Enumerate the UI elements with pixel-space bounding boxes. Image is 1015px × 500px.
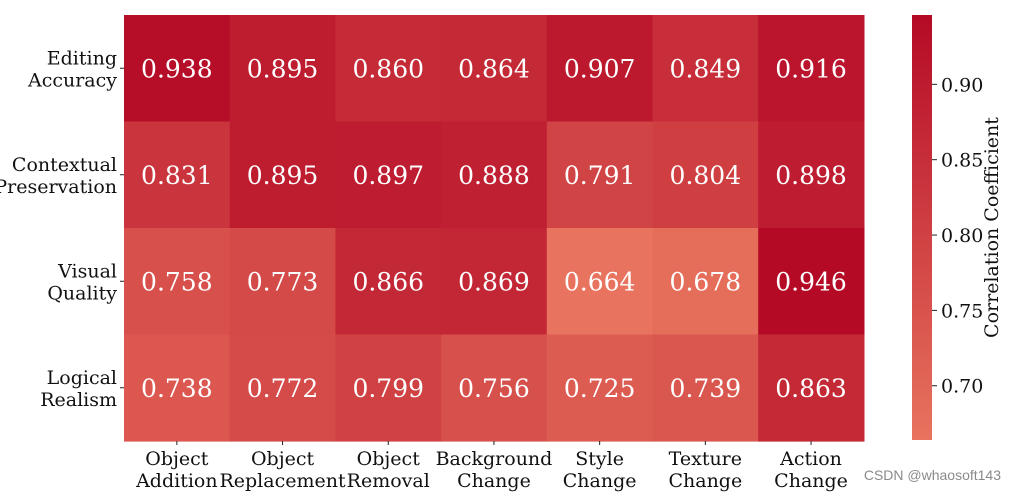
heatmap-cell <box>229 334 336 442</box>
heatmap-cell <box>229 121 336 229</box>
watermark: CSDN @whaosoft143 <box>863 467 1001 483</box>
cell-value-label: 0.678 <box>670 267 742 296</box>
column-label: Texture <box>669 448 742 470</box>
colorbar-tick-label: 0.75 <box>941 300 983 322</box>
heatmap-cell <box>441 15 548 123</box>
heatmap-cell <box>652 334 759 442</box>
cell-value-label: 0.895 <box>247 54 319 83</box>
row-label: Editing <box>47 47 117 69</box>
cell-value-label: 0.864 <box>458 54 530 83</box>
row-label: Logical <box>47 367 117 389</box>
cell-value-label: 0.907 <box>564 54 636 83</box>
column-label: Object <box>357 448 421 470</box>
cell-value-label: 0.725 <box>564 374 636 403</box>
cell-value-label: 0.791 <box>564 161 636 190</box>
row-label: Contextual <box>12 154 117 176</box>
cell-value-label: 0.897 <box>352 161 424 190</box>
colorbar-tick-label: 0.70 <box>941 376 983 398</box>
cell-value-label: 0.946 <box>775 267 847 296</box>
cell-value-label: 0.869 <box>458 267 530 296</box>
heatmap-cell <box>229 228 336 336</box>
heatmap-cell <box>229 15 336 123</box>
heatmap-cell <box>441 228 548 336</box>
heatmap-cell <box>758 121 865 229</box>
row-label: Quality <box>47 282 117 304</box>
heatmap-cell <box>124 121 231 229</box>
heatmap-cell <box>652 15 759 123</box>
heatmap-cell <box>335 15 442 123</box>
cell-value-label: 0.849 <box>670 54 742 83</box>
cell-value-label: 0.804 <box>670 161 742 190</box>
colorbar-title: Correlation Coefficient <box>981 117 1003 338</box>
row-label: Realism <box>40 389 117 411</box>
cell-value-label: 0.664 <box>564 267 636 296</box>
column-label: Background <box>436 448 553 470</box>
column-label: Addition <box>135 470 218 492</box>
cell-value-label: 0.738 <box>141 374 213 403</box>
heatmap-cell <box>546 15 654 123</box>
cell-value-label: 0.866 <box>352 267 424 296</box>
column-label: Change <box>668 470 742 492</box>
cell-value-label: 0.773 <box>247 267 319 296</box>
heatmap-cell <box>335 334 442 442</box>
column-label: Change <box>457 470 531 492</box>
cell-value-label: 0.895 <box>247 161 319 190</box>
cell-value-label: 0.860 <box>352 54 424 83</box>
heatmap-cell <box>758 15 865 123</box>
heatmap-cell <box>652 228 759 336</box>
cell-value-label: 0.916 <box>775 54 847 83</box>
heatmap-cell <box>441 121 548 229</box>
colorbar-tick-label: 0.85 <box>941 150 983 172</box>
colorbar <box>912 15 932 440</box>
column-label: Replacement <box>219 470 345 492</box>
row-label: Preservation <box>0 176 117 198</box>
heatmap-cell <box>758 334 865 442</box>
heatmap-cell <box>546 121 654 229</box>
cell-value-label: 0.831 <box>141 161 213 190</box>
row-label: Visual <box>57 260 117 282</box>
cell-value-label: 0.756 <box>458 374 530 403</box>
heatmap-cell <box>124 228 231 336</box>
heatmap-cell <box>546 334 654 442</box>
column-label: Object <box>251 448 315 470</box>
cell-value-label: 0.739 <box>670 374 742 403</box>
heatmap-cell <box>124 15 231 123</box>
row-label: Accuracy <box>27 69 117 91</box>
cell-value-label: 0.863 <box>775 374 847 403</box>
column-label: Removal <box>347 470 430 492</box>
cell-value-label: 0.938 <box>141 54 213 83</box>
column-label: Change <box>563 470 637 492</box>
cell-value-label: 0.799 <box>352 374 424 403</box>
heatmap-cell <box>335 121 442 229</box>
cell-value-label: 0.898 <box>775 161 847 190</box>
column-label: Object <box>145 448 209 470</box>
heatmap-cell <box>335 228 442 336</box>
column-label: Style <box>575 448 624 470</box>
colorbar-tick-label: 0.90 <box>941 74 983 96</box>
colorbar-tick-label: 0.80 <box>941 225 983 247</box>
column-label: Action <box>779 448 842 470</box>
heatmap-cell <box>124 334 231 442</box>
column-label: Change <box>774 470 848 492</box>
cell-value-label: 0.888 <box>458 161 530 190</box>
cell-value-label: 0.772 <box>247 374 319 403</box>
heatmap-cell <box>652 121 759 229</box>
heatmap-cell <box>546 228 654 336</box>
heatmap-cell <box>441 334 548 442</box>
heatmap-cell <box>758 228 865 336</box>
cell-value-label: 0.758 <box>141 267 213 296</box>
